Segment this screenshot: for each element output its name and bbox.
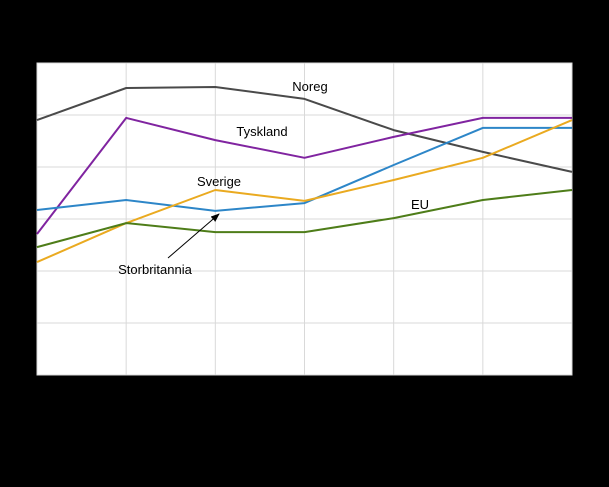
annotation-noreg: Noreg bbox=[292, 79, 327, 94]
series-line-noreg bbox=[36, 86, 573, 173]
annotation-sverige: Sverige bbox=[197, 174, 241, 189]
storbritannia-arrow bbox=[167, 213, 220, 259]
annotation-tyskland: Tyskland bbox=[236, 124, 287, 139]
series-line-eu bbox=[36, 189, 573, 249]
annotations: Noreg Tyskland Sverige EU Storbritannia bbox=[118, 79, 429, 277]
annotation-storbritannia: Storbritannia bbox=[118, 262, 192, 277]
annotation-eu: EU bbox=[411, 197, 429, 212]
series-line-tyskland bbox=[36, 116, 572, 235]
gridlines bbox=[36, 62, 573, 376]
series-line-storbritannia bbox=[36, 126, 572, 212]
series-lines bbox=[36, 86, 573, 264]
